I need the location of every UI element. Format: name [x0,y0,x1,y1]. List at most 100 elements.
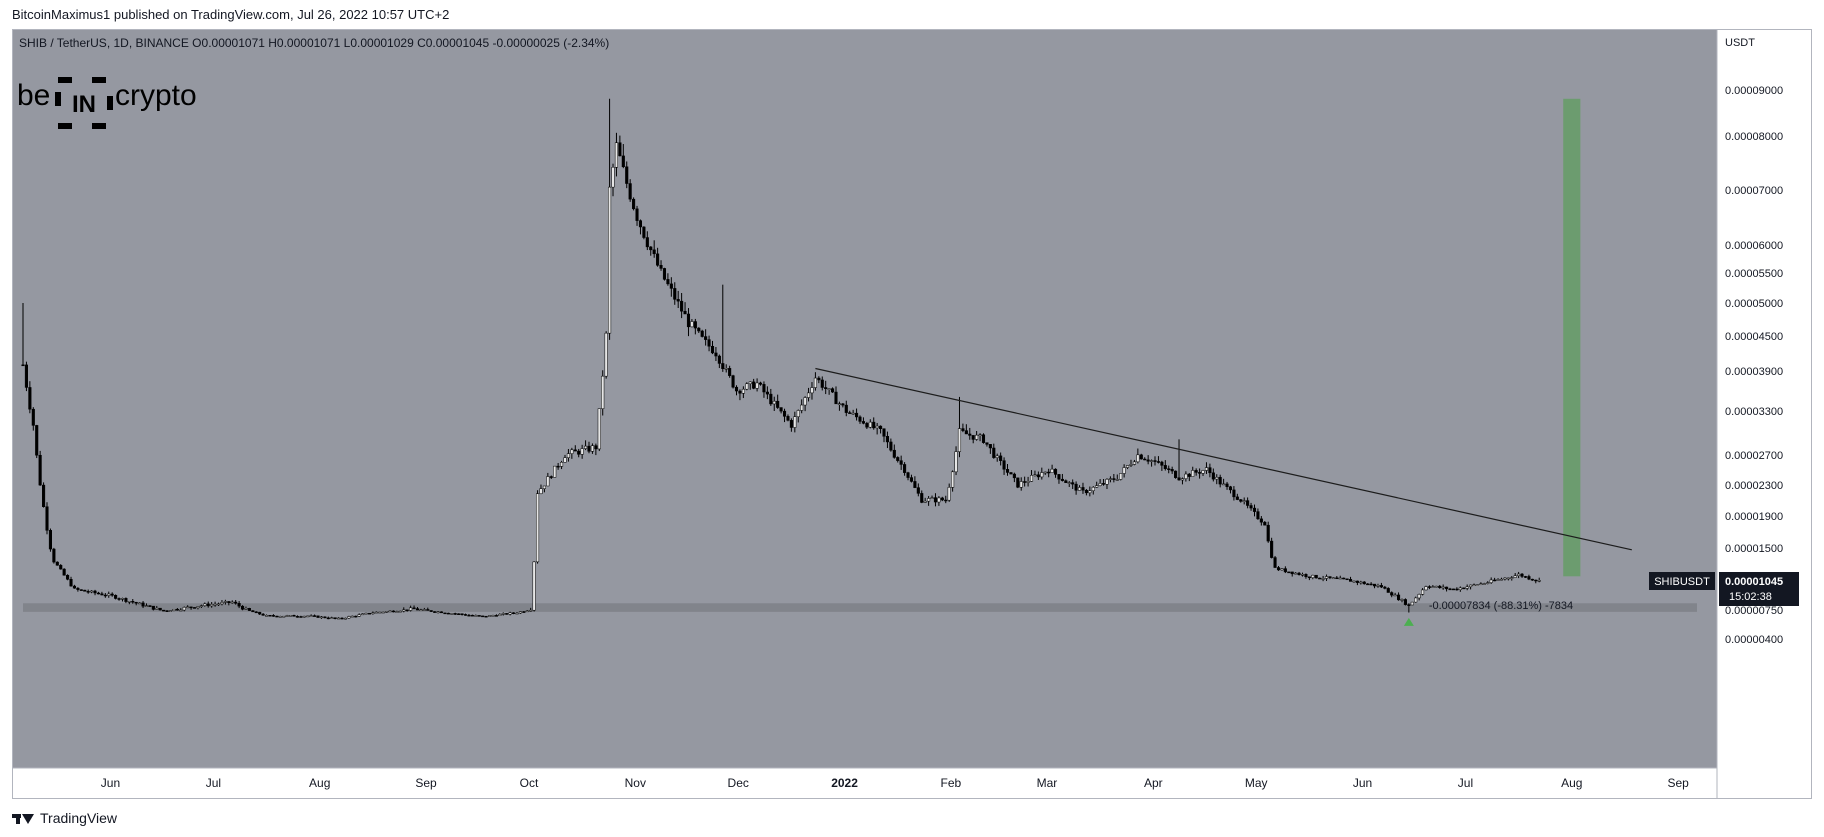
candle-body [1283,568,1287,573]
candle-body [930,497,934,499]
candle-body [340,617,344,620]
candle-body [234,601,238,604]
candle-body [1071,482,1075,485]
candle-body [275,615,279,618]
candle-body [319,616,323,619]
candle-body [45,506,49,531]
candle-body [1177,477,1181,481]
candle-body [566,453,570,458]
candle-body [714,352,718,357]
candle-body [999,455,1003,461]
candle-body [1012,473,1016,479]
candle-body [1496,579,1500,581]
candle-body [927,498,931,502]
candle-body [1218,476,1222,485]
candle-body [1132,461,1136,465]
candle-body [1304,574,1308,578]
candle-body [584,445,588,449]
candle-body [1510,577,1514,579]
candle-body [433,611,437,613]
candle-body [995,455,999,458]
candle-body [1372,583,1377,587]
candle-body [1379,585,1383,588]
candle-body [1407,604,1411,606]
candle-body [371,612,375,615]
candle-body [1263,521,1267,526]
candle-body [951,471,955,488]
logo-text-right: crypto [115,79,197,112]
candle-body [800,404,804,411]
candle-body [66,574,70,580]
candle-body [1441,586,1445,589]
candle-body [642,226,646,238]
candle-body [1139,454,1143,460]
candle-body [820,379,824,388]
candle-body [69,579,73,587]
candle-body [906,472,910,478]
candle-body [491,615,495,617]
candle-body [1043,471,1047,474]
candle-body [662,268,667,280]
x-tick-label: Sep [415,776,437,790]
candle-body [676,299,680,302]
candle-body [110,593,114,596]
y-tick-label: 0.00007000 [1725,185,1783,197]
candle-body [1455,588,1459,591]
candle-body [608,186,612,334]
candle-body [944,499,948,502]
candle-body [782,410,787,417]
candle-body [285,615,289,617]
candle-body [35,425,39,456]
candle-body [700,330,704,337]
candle-body [789,420,793,428]
candle-body [508,612,512,615]
candle-body [1307,576,1311,579]
y-tick-label: 0.00003900 [1725,366,1783,378]
candle-body [1270,540,1274,558]
candle-body [1067,482,1071,484]
candle-body [909,477,914,482]
candle-body [635,208,639,221]
y-tick-label: 0.00002700 [1725,450,1783,462]
y-tick-label: 0.00008000 [1725,131,1783,143]
x-tick-label: Sep [1667,776,1689,790]
candle-body [889,441,893,451]
candle-body [1108,478,1112,480]
candle-body [1246,500,1250,506]
candle-body [378,611,382,614]
candle-body [419,609,423,612]
candle-body [529,609,533,612]
candle-body [903,464,907,473]
candle-body [162,609,166,612]
x-tick-label: May [1245,776,1268,790]
candle-body [72,585,77,589]
candle-body [1397,594,1401,601]
candle-body [933,497,938,503]
candle-body [1074,483,1078,491]
candle-body [542,485,546,489]
candle-body [810,387,814,394]
candle-body [1023,481,1027,483]
candle-body [1486,582,1490,584]
candle-body [961,428,965,431]
candle-body [1211,472,1215,480]
candle-body [577,450,581,455]
candle-body [848,412,852,414]
price-chart[interactable]: -0.00007834 (-88.31%) -7834 USDT 0.000090… [13,30,1811,798]
candle-body [827,388,831,390]
candle-body [1174,470,1178,478]
candle-body [168,610,173,612]
candle-body [1232,489,1236,498]
candle-body [1053,468,1058,475]
candle-body [405,609,409,612]
chart-frame: -0.00007834 (-88.31%) -7834 USDT 0.000090… [12,29,1812,799]
candle-body [937,497,941,503]
candle-body [48,530,52,550]
candle-body [1390,592,1394,596]
candle-body [501,613,505,615]
candle-body [553,465,557,478]
candle-body [52,548,56,563]
candle-body [1119,473,1123,480]
candle-body [1150,460,1154,462]
candle-body [841,403,845,406]
